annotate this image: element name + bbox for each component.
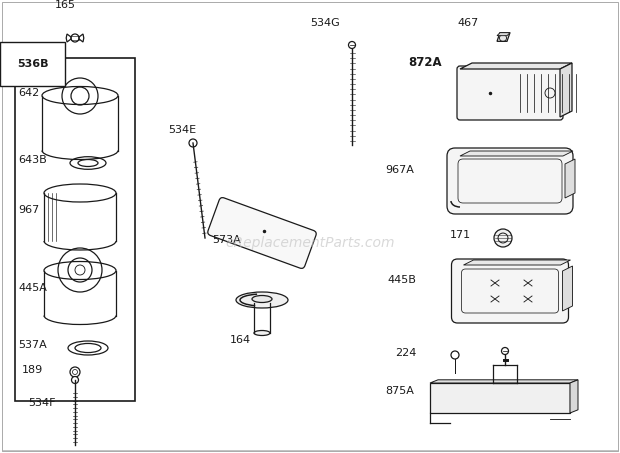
Ellipse shape <box>236 292 288 308</box>
FancyBboxPatch shape <box>451 259 569 323</box>
Text: 171: 171 <box>450 230 471 240</box>
Polygon shape <box>460 151 573 156</box>
Circle shape <box>494 229 512 247</box>
Polygon shape <box>565 159 575 198</box>
Text: 967A: 967A <box>385 165 414 175</box>
Polygon shape <box>430 383 570 413</box>
Polygon shape <box>560 63 572 117</box>
Text: 224: 224 <box>395 348 417 358</box>
Text: 872A: 872A <box>408 57 441 69</box>
Text: 642: 642 <box>18 88 39 98</box>
Text: 467: 467 <box>457 18 478 28</box>
Text: 445B: 445B <box>387 275 416 285</box>
Text: 164: 164 <box>230 335 251 345</box>
Polygon shape <box>497 33 510 36</box>
Text: 643B: 643B <box>18 155 46 165</box>
Polygon shape <box>570 380 578 413</box>
Polygon shape <box>497 33 510 41</box>
FancyBboxPatch shape <box>208 198 316 269</box>
Text: 534E: 534E <box>168 125 196 135</box>
FancyBboxPatch shape <box>457 66 563 120</box>
Polygon shape <box>430 380 578 383</box>
Text: 536B: 536B <box>17 59 48 69</box>
Text: 445A: 445A <box>18 283 47 293</box>
Text: 573A: 573A <box>212 235 241 245</box>
Text: eReplacementParts.com: eReplacementParts.com <box>225 236 395 250</box>
FancyBboxPatch shape <box>447 148 573 214</box>
Circle shape <box>71 376 79 384</box>
Text: 165: 165 <box>55 0 76 10</box>
Circle shape <box>348 42 355 48</box>
Text: 534F: 534F <box>28 398 56 408</box>
Text: 537A: 537A <box>18 340 46 350</box>
Polygon shape <box>562 266 572 311</box>
Text: 967: 967 <box>18 205 39 215</box>
Circle shape <box>502 347 508 355</box>
Text: 875A: 875A <box>385 386 414 396</box>
Text: 534G: 534G <box>310 18 340 28</box>
Ellipse shape <box>252 295 272 303</box>
Polygon shape <box>464 260 570 265</box>
Ellipse shape <box>254 331 270 336</box>
Text: 189: 189 <box>22 365 43 375</box>
Polygon shape <box>460 63 572 69</box>
Circle shape <box>189 139 197 147</box>
